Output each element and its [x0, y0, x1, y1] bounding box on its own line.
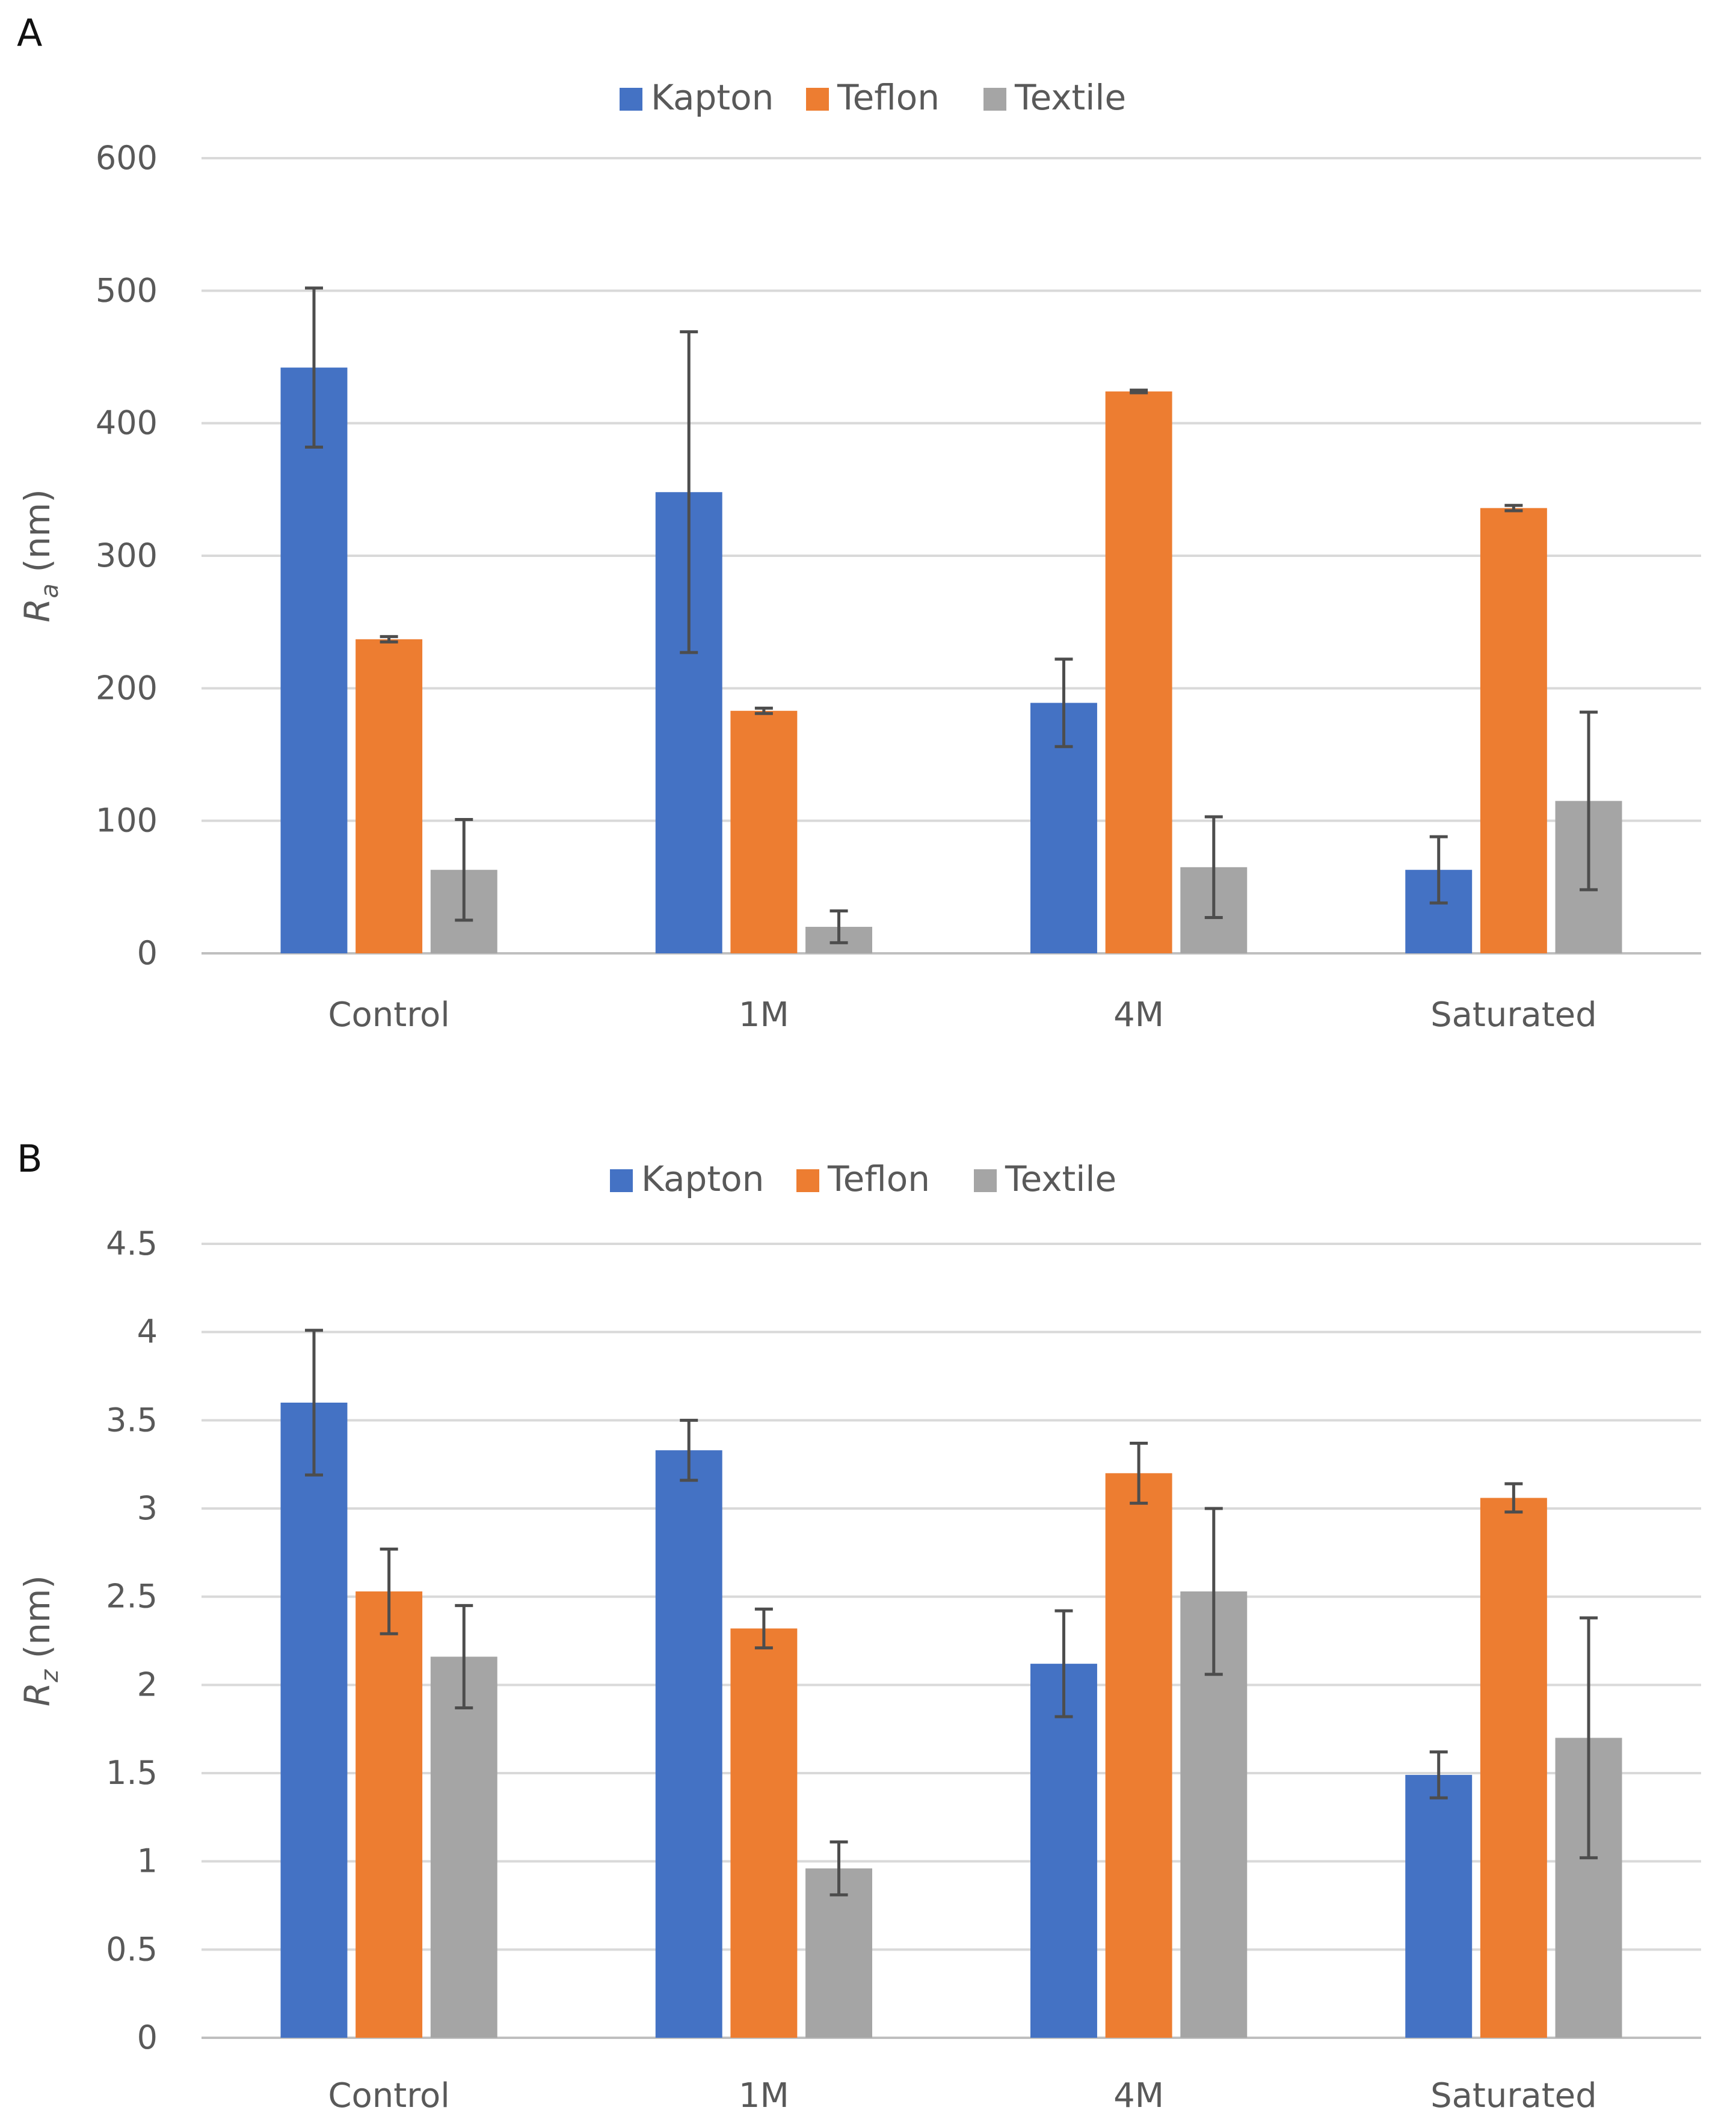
chart-a-legend-label: Textile: [1014, 77, 1126, 118]
chart-a-error-bar: [1580, 710, 1598, 891]
chart-a-legend-item-textile: Textile: [983, 77, 1126, 118]
chart-b-error-bar: [1054, 1609, 1073, 1718]
chart-a-bar-teflon: [730, 710, 798, 953]
chart-b-error-bar: [1204, 1507, 1223, 1676]
chart-b-ytick-label: 4: [137, 1313, 158, 1351]
chart-b-bar-teflon: [1105, 1473, 1172, 2038]
chart-b-ytick-label: 2.5: [106, 1578, 158, 1616]
chart-b-error-bar: [1130, 1441, 1148, 1505]
chart-a-bar-kapton: [280, 367, 348, 953]
chart-b-y-axis-label: Rz (nm): [17, 1575, 64, 1706]
chart-b-bar-textile: [805, 1868, 872, 2038]
panel-label-a: A: [17, 11, 43, 55]
chart-a-legend-label: Teflon: [837, 77, 940, 118]
chart-b-error-bar: [1429, 1750, 1448, 1800]
chart-a-ytick-label: 100: [96, 802, 158, 840]
chart-b-legend-swatch-textile: [974, 1169, 997, 1192]
chart-b-bar-kapton: [655, 1450, 722, 2038]
chart-a-bar-teflon: [356, 639, 423, 953]
chart-a-bar-teflon: [1105, 391, 1172, 953]
chart-a-legend-swatch-textile: [983, 88, 1006, 111]
chart-b-ytick-label: 3.5: [106, 1401, 158, 1439]
chart-b-category-label: Control: [328, 2076, 449, 2115]
chart-a-error-bar: [380, 635, 398, 644]
chart-a-ytick-label: 200: [96, 669, 158, 707]
chart-b-bar-teflon: [356, 1591, 423, 2038]
chart-b-category-label: 4M: [1113, 2076, 1164, 2115]
chart-a-legend-swatch-kapton: [620, 88, 642, 111]
chart-a-legend-swatch-teflon: [806, 88, 829, 111]
chart-a-category-label: 4M: [1113, 995, 1164, 1035]
chart-b-legend-swatch-kapton: [610, 1169, 633, 1192]
chart-b-error-bar: [830, 1840, 848, 1896]
chart-b-ytick-label: 4.5: [106, 1225, 158, 1262]
chart-b-bar-kapton: [1405, 1774, 1473, 2038]
chart-a-legend-label: Kapton: [651, 77, 774, 118]
chart-b-legend-label: Kapton: [641, 1158, 764, 1199]
chart-b-bar-kapton: [280, 1403, 348, 2038]
chart-a-error-bar: [1204, 815, 1223, 920]
chart-b-legend-item-textile: Textile: [974, 1158, 1116, 1199]
chart-b-ytick-label: 3: [137, 1489, 158, 1527]
chart-a-error-bar: [680, 330, 698, 654]
chart-b-ytick-label: 1: [137, 1842, 158, 1880]
chart-b-error-bar: [680, 1418, 698, 1482]
chart-b-legend-label: Textile: [1005, 1158, 1116, 1199]
chart-a-error-bar: [754, 706, 773, 715]
chart-b-error-bar: [1504, 1482, 1523, 1514]
chart-b-ytick-label: 0.5: [106, 1930, 158, 1968]
chart-b-error-bar: [380, 1547, 398, 1635]
chart-a-category-label: Control: [328, 995, 449, 1035]
chart-a-ytick-label: 400: [96, 404, 158, 442]
chart-a-category-label: Saturated: [1430, 995, 1597, 1035]
chart-a-ytick-label: 600: [96, 139, 158, 177]
chart-b-error-bar: [1580, 1616, 1598, 1860]
chart-a-ra: 0 100 200 300 400 500 600 Control 1M 4M Saturated R…: [17, 77, 1701, 1035]
chart-b-bar-teflon: [1480, 1498, 1547, 2038]
chart-b-error-bar: [455, 1604, 473, 1709]
chart-b-legend-label: Teflon: [827, 1158, 930, 1199]
chart-b-legend-item-teflon: Teflon: [796, 1158, 930, 1199]
chart-b-ytick-label: 1.5: [106, 1754, 158, 1792]
chart-b-category-label: Saturated: [1430, 2076, 1597, 2115]
chart-b-category-label: 1M: [739, 2076, 789, 2115]
chart-a-legend-item-kapton: Kapton: [620, 77, 774, 118]
chart-a-category-label: 1M: [739, 995, 789, 1035]
chart-a-error-bar: [1054, 657, 1073, 748]
chart-b-bar-textile: [430, 1656, 497, 2038]
chart-a-error-bar: [304, 286, 323, 449]
chart-b-ytick-label: 0: [137, 2019, 158, 2056]
chart-a-ytick-label: 0: [137, 934, 158, 972]
chart-a-error-bar: [455, 817, 473, 922]
chart-b-error-bar: [304, 1329, 323, 1477]
chart-b-bar-kapton: [1030, 1664, 1097, 2038]
chart-a-legend-item-teflon: Teflon: [806, 77, 940, 118]
chart-b-ytick-label: 2: [137, 1665, 158, 1703]
chart-b-legend-swatch-teflon: [796, 1169, 819, 1192]
chart-a-error-bar: [830, 909, 848, 944]
chart-a-bar-teflon: [1480, 508, 1547, 953]
chart-a-error-bar: [1504, 503, 1523, 512]
chart-b-legend-item-kapton: Kapton: [610, 1158, 764, 1199]
chart-b-error-bar: [754, 1607, 773, 1650]
chart-a-y-axis-label: Ra (nm): [17, 489, 64, 623]
chart-a-error-bar: [1429, 835, 1448, 905]
chart-a-error-bar: [1130, 389, 1148, 395]
chart-b-rz: 0 0.5 1 1.5 2 2.5 3 3.5 4 4.5 Control 1M 4M Saturated…: [17, 1158, 1701, 2115]
chart-a-ytick-label: 300: [96, 537, 158, 574]
panel-label-b: B: [17, 1137, 43, 1181]
chart-a-ytick-label: 500: [96, 271, 158, 309]
chart-b-bar-teflon: [730, 1628, 798, 2038]
